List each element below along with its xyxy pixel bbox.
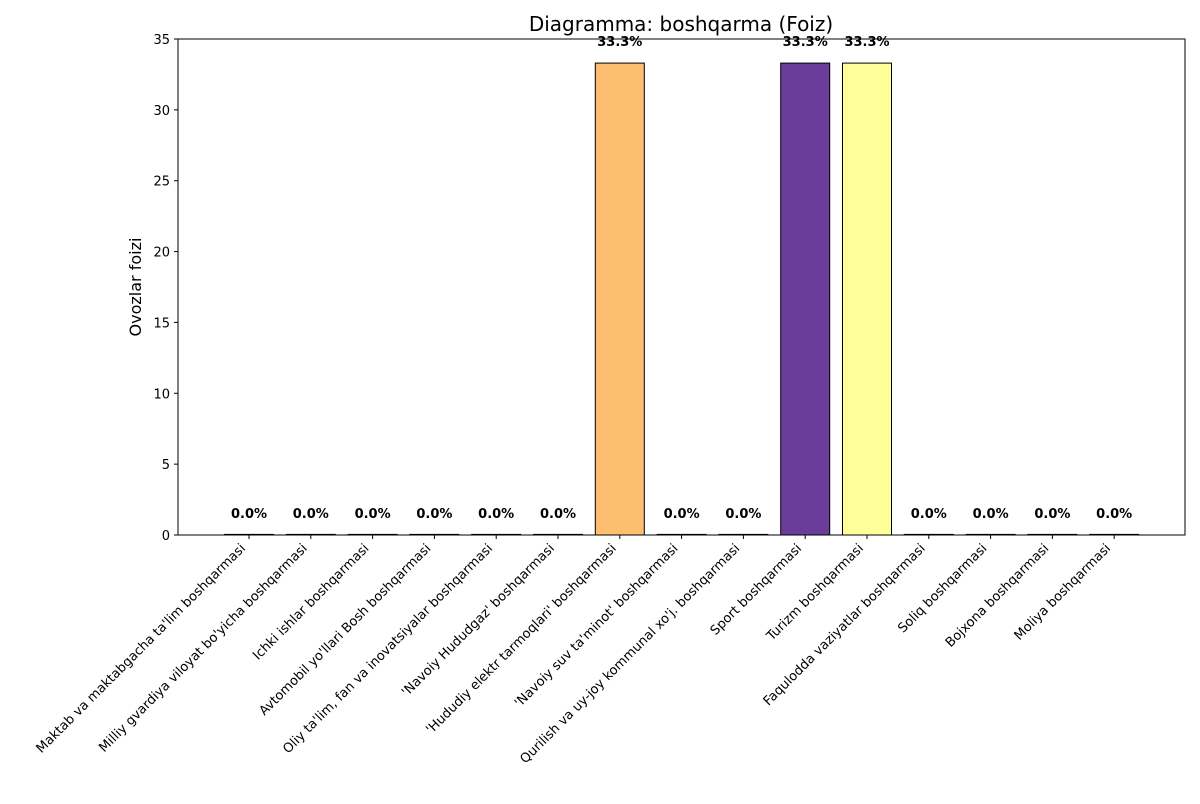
bar-value-label: 0.0% [231,507,267,522]
bar [594,62,645,536]
bar-value-label: 0.0% [973,507,1009,522]
bar [842,62,892,536]
x-tick-label: Maktab va maktabgacha ta'lim boshqarmasi [34,541,249,756]
bar-value-label: 33.3% [844,35,889,50]
bar-value-label: 0.0% [416,507,452,522]
chart-title: Diagramma: boshqarma (Foiz) [529,12,833,36]
y-tick-label: 30 [153,104,170,119]
y-tick-label: 10 [153,387,170,402]
bar-value-label: 0.0% [664,507,700,522]
bar-value-label: 0.0% [1034,507,1070,522]
y-tick-label: 5 [162,458,170,473]
bar-value-label: 0.0% [725,507,761,522]
y-tick-label: 25 [153,175,170,190]
y-tick-label: 35 [153,33,170,48]
bar [780,62,831,536]
bar-value-label: 33.3% [597,35,642,50]
x-tick-label: Qurilish va uy-joy kommunal xo'j. boshqa… [518,541,744,767]
y-axis-ticks: 0 5 10 15 20 25 30 35 [153,33,178,544]
x-tick-label: Ichki ishlar boshqarmasi [250,541,372,663]
bar-value-label: 0.0% [478,507,514,522]
bar-value-label: 33.3% [783,35,828,50]
bar-value-label: 0.0% [293,507,329,522]
y-tick-label: 20 [153,246,170,261]
x-tick-label: Oliy ta'lim, fan va inovatsiyalar boshqa… [280,541,496,757]
bar-value-label: 0.0% [1096,507,1132,522]
plot-frame [177,38,1186,536]
bar-value-label: 0.0% [355,507,391,522]
bar-value-label: 0.0% [540,507,576,522]
y-tick-label: 15 [153,316,170,331]
y-axis-label: Ovozlar foizi [126,238,145,337]
bars-layer [224,62,1140,536]
value-labels-layer: 0.0% 0.0% 0.0% 0.0% 0.0% 0.0% 33.3% 0.0% 0.0% 33.… [231,35,1132,522]
x-tick-label: Milliy gvardiya viloyat bo'yicha boshqar… [96,541,310,755]
y-tick-label: 0 [162,529,170,544]
x-axis-ticks: Maktab va maktabgacha ta'lim boshqarmasi… [34,535,1115,767]
x-tick-label: Bojxona boshqarmasi [943,541,1052,650]
bar-value-label: 0.0% [911,507,947,522]
